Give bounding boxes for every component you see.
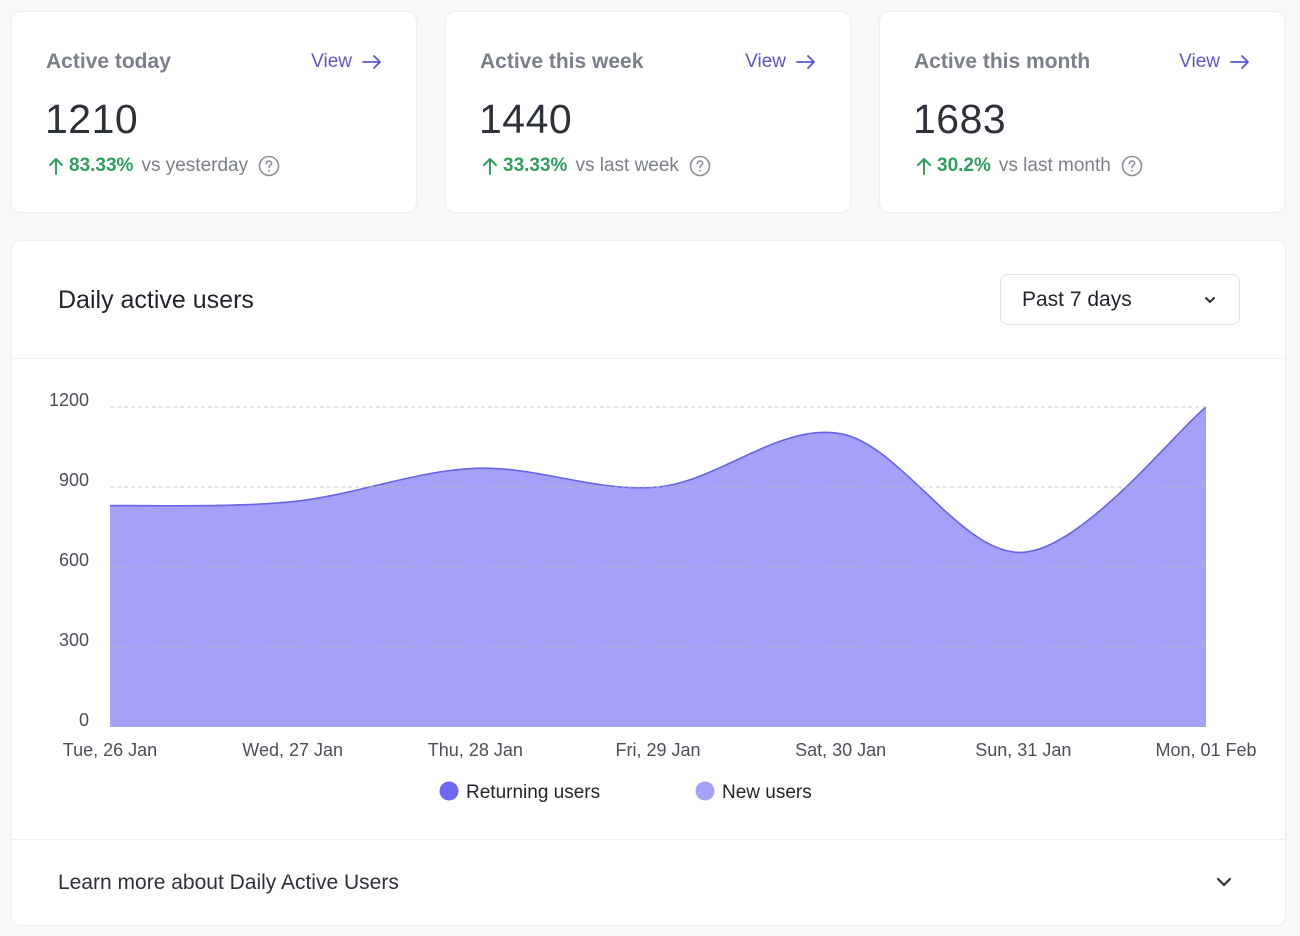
delta-percent: 30.2%	[937, 155, 991, 176]
delta-percent: 33.33%	[503, 155, 568, 176]
x-tick-label: Fri, 29 Jan	[615, 740, 700, 760]
question-circle-icon[interactable]	[1121, 155, 1143, 177]
chart-card-title: Daily active users	[58, 286, 254, 314]
view-label: View	[1179, 51, 1220, 72]
stat-value: 1440	[479, 96, 573, 142]
stat-label: Active this month	[914, 50, 1091, 73]
view-week-link[interactable]: View	[745, 51, 816, 73]
learn-more-toggle[interactable]: Learn more about Daily Active Users	[12, 840, 1285, 925]
stat-card-week: Active this week View 1440 33.33% vs las…	[445, 11, 851, 213]
legend-label: New users	[722, 782, 812, 803]
legend-label: Returning users	[466, 782, 600, 803]
arrow-up-icon	[483, 158, 497, 175]
series-line-returning-users	[109, 406, 1207, 554]
daily-active-users-card: Daily active users Past 7 days 0 300 600 90…	[11, 240, 1286, 926]
view-month-link[interactable]: View	[1179, 51, 1250, 73]
delta-compare: vs last month	[998, 155, 1111, 176]
question-circle-icon[interactable]	[258, 155, 280, 177]
footer-divider	[12, 839, 1285, 840]
chevron-down-icon	[1205, 297, 1215, 303]
header-divider	[12, 358, 1285, 359]
learn-more-label: Learn more about Daily Active Users	[58, 871, 399, 894]
view-today-link[interactable]: View	[311, 51, 382, 73]
arrow-up-icon	[917, 158, 931, 175]
x-tick-label: Wed, 27 Jan	[242, 740, 343, 760]
stat-label: Active this week	[480, 50, 644, 73]
stat-card-today: Active today View 1210 83.33% vs yesterd…	[11, 11, 417, 213]
x-tick-label: Mon, 01 Feb	[1155, 740, 1256, 760]
arrow-right-icon	[362, 55, 381, 69]
stat-delta: 30.2% vs last month	[917, 155, 1143, 177]
delta-compare: vs yesterday	[141, 155, 249, 176]
arrow-right-icon	[1230, 55, 1249, 69]
stat-value: 1210	[45, 96, 139, 142]
question-circle-icon[interactable]	[689, 155, 711, 177]
view-label: View	[311, 51, 352, 72]
x-tick-label: Thu, 28 Jan	[428, 740, 523, 760]
legend-marker-new-users	[695, 781, 715, 801]
stat-delta: 33.33% vs last week	[483, 155, 711, 177]
stat-value: 1683	[913, 96, 1007, 142]
x-tick-label: Sun, 31 Jan	[975, 740, 1071, 760]
daily-active-users-chart: 0 300 600 900 1200 Tue, 26 Jan Wed, 27 Jan Thu,…	[49, 390, 1257, 803]
period-select-value: Past 7 days	[1022, 288, 1132, 311]
y-tick-label: 300	[59, 630, 89, 650]
y-tick-label: 0	[79, 710, 89, 730]
y-tick-label: 1200	[49, 390, 89, 410]
period-select[interactable]: Past 7 days	[1000, 274, 1240, 325]
x-tick-label: Tue, 26 Jan	[63, 740, 157, 760]
y-tick-label: 600	[59, 550, 89, 570]
arrow-right-icon	[796, 55, 815, 69]
y-tick-label: 900	[59, 470, 89, 490]
stat-card-month: Active this month View 1683 30.2% vs las…	[879, 11, 1285, 213]
x-tick-label: Sat, 30 Jan	[795, 740, 886, 760]
stat-delta: 83.33% vs yesterday	[49, 155, 280, 177]
chevron-down-icon	[1216, 877, 1232, 887]
stat-label: Active today	[46, 50, 171, 73]
legend-marker-returning-users	[439, 781, 459, 801]
view-label: View	[745, 51, 786, 72]
arrow-up-icon	[49, 158, 63, 175]
delta-compare: vs last week	[575, 155, 679, 176]
delta-percent: 83.33%	[69, 155, 134, 176]
